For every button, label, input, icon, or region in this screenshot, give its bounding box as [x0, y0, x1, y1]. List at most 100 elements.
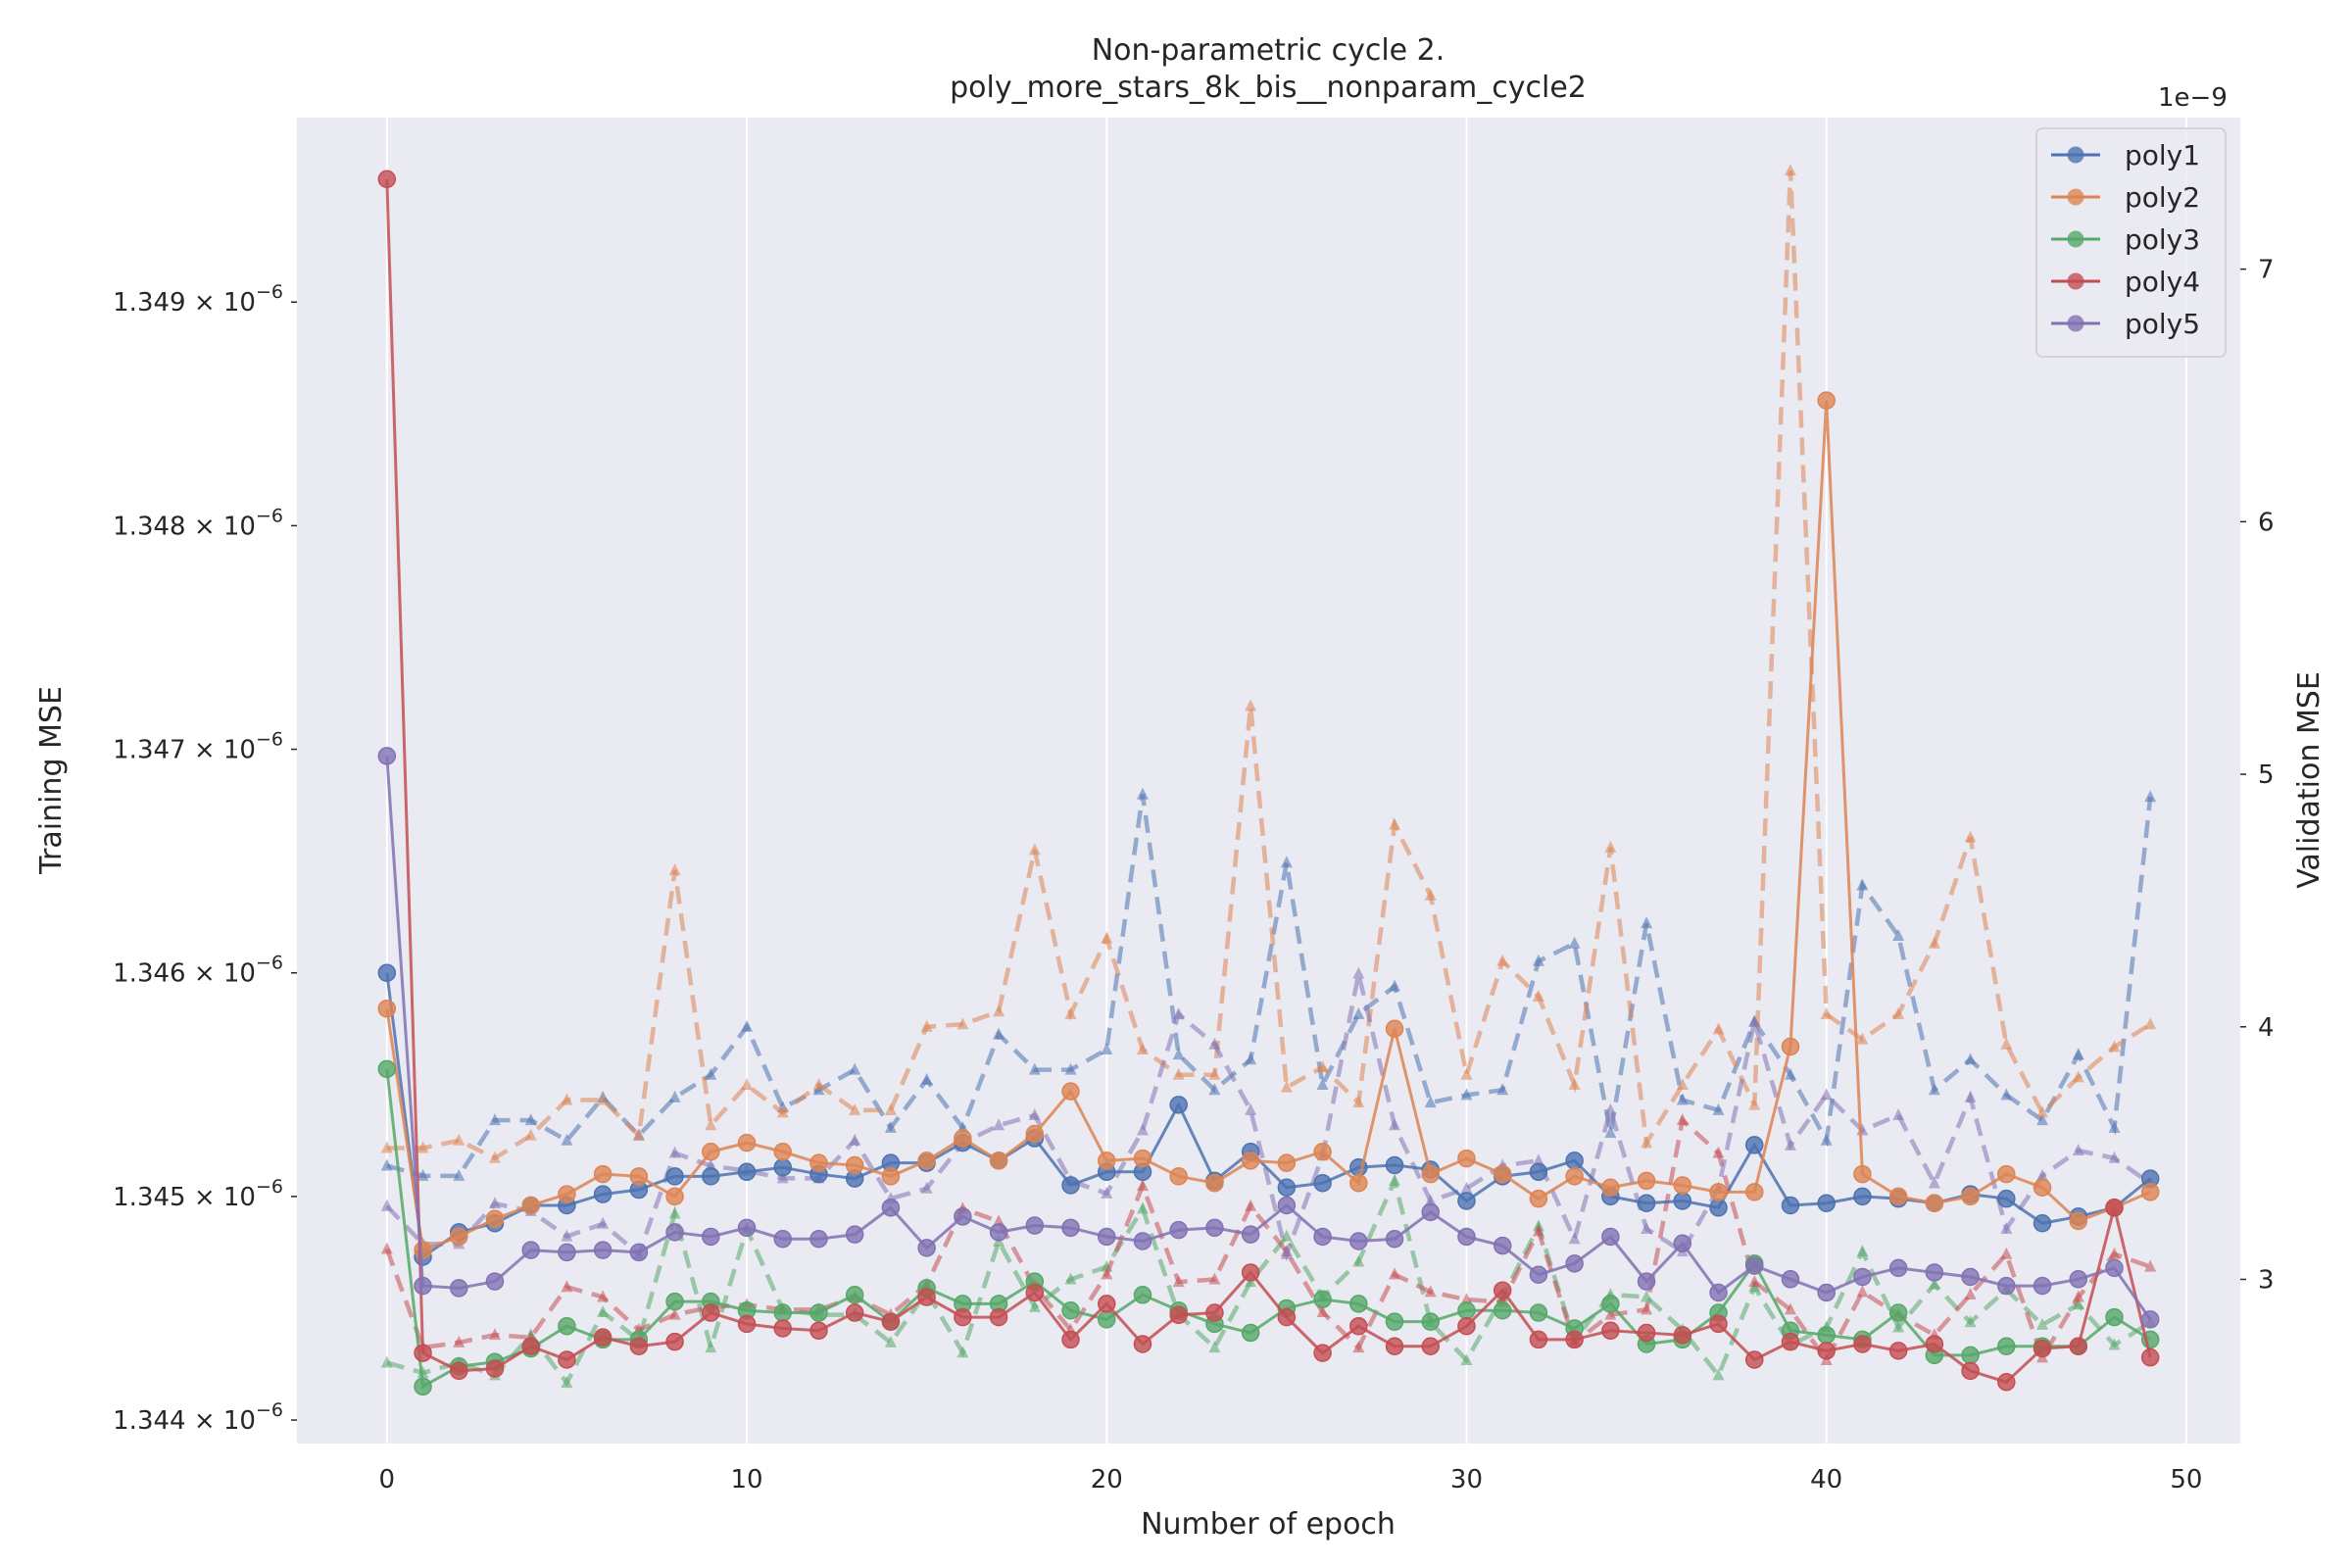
training-point-poly2	[2069, 1211, 2087, 1231]
validation-point-poly5	[1892, 1107, 1905, 1120]
training-point-poly1	[1997, 1189, 2016, 1208]
training-point-poly4	[2069, 1337, 2087, 1355]
validation-point-poly4	[453, 1335, 466, 1348]
validation-point-poly2	[1136, 1042, 1149, 1054]
training-point-poly2	[1709, 1183, 1728, 1201]
training-point-poly5	[989, 1223, 1008, 1242]
training-point-poly5	[954, 1207, 972, 1226]
training-point-poly5	[1997, 1276, 2016, 1296]
validation-point-poly2	[1316, 1060, 1329, 1073]
validation-point-poly1	[524, 1113, 537, 1126]
validation-point-poly3	[1280, 1229, 1293, 1242]
training-point-poly4	[1781, 1332, 1800, 1351]
validation-point-poly5	[1028, 1107, 1041, 1120]
validation-point-poly1	[1964, 1053, 1977, 1065]
validation-point-poly1	[1856, 878, 1869, 891]
validation-point-poly5	[488, 1197, 501, 1209]
validation-point-poly1	[1245, 1053, 1257, 1065]
training-point-poly5	[558, 1243, 576, 1262]
training-point-poly1	[1169, 1096, 1188, 1114]
x-tick-label: 10	[730, 1465, 762, 1494]
training-point-poly4	[773, 1319, 792, 1338]
training-point-poly4	[1421, 1337, 1440, 1355]
validation-point-poly5	[1136, 1123, 1149, 1136]
validation-point-poly2	[2000, 1037, 2013, 1050]
validation-point-poly1	[1280, 856, 1293, 868]
validation-point-poly5	[1784, 1138, 1796, 1151]
training-point-poly1	[1565, 1152, 1584, 1170]
validation-point-poly3	[1352, 1254, 1365, 1267]
training-point-poly1	[1781, 1196, 1800, 1215]
training-point-poly2	[1817, 391, 1836, 410]
training-point-poly5	[665, 1223, 684, 1242]
validation-point-poly2	[2108, 1040, 2121, 1053]
validation-point-poly4	[597, 1290, 610, 1302]
validation-point-poly2	[597, 1093, 610, 1105]
training-point-poly1	[1385, 1155, 1404, 1175]
validation-point-poly3	[597, 1304, 610, 1317]
training-point-poly2	[1673, 1176, 1692, 1195]
training-point-poly4	[845, 1303, 864, 1322]
training-point-poly2	[1601, 1178, 1620, 1198]
training-point-poly4	[1673, 1326, 1692, 1345]
training-point-poly2	[1133, 1149, 1152, 1168]
training-point-poly3	[1493, 1300, 1512, 1320]
training-point-poly5	[2033, 1276, 2052, 1296]
training-point-poly5	[881, 1199, 901, 1217]
training-point-poly2	[845, 1155, 864, 1175]
training-point-poly5	[917, 1239, 936, 1257]
training-point-poly2	[485, 1209, 505, 1228]
training-point-poly5	[1637, 1272, 1656, 1291]
training-point-poly4	[1349, 1316, 1368, 1336]
validation-point-poly1	[1820, 1133, 1833, 1146]
training-point-poly3	[414, 1377, 432, 1396]
validation-point-poly3	[1064, 1272, 1077, 1285]
training-point-poly2	[1025, 1124, 1045, 1144]
training-point-poly2	[665, 1187, 684, 1206]
validation-point-poly3	[1964, 1315, 1977, 1328]
validation-point-poly4	[1136, 1179, 1149, 1192]
training-point-poly2	[989, 1152, 1008, 1170]
validation-point-poly2	[561, 1093, 573, 1105]
training-point-poly2	[1565, 1167, 1584, 1186]
validation-point-poly1	[416, 1168, 429, 1181]
legend-label-poly2: poly2	[2125, 181, 2200, 214]
training-point-poly5	[1493, 1236, 1512, 1255]
training-point-poly2	[1205, 1173, 1224, 1193]
validation-point-poly1	[1460, 1088, 1473, 1101]
validation-point-poly1	[1136, 787, 1149, 800]
training-point-poly5	[629, 1243, 649, 1262]
validation-point-poly2	[632, 1128, 645, 1141]
validation-point-poly3	[1028, 1299, 1041, 1312]
x-tick-label: 50	[2170, 1465, 2202, 1494]
validation-point-poly4	[1424, 1285, 1437, 1298]
validation-point-poly5	[1532, 1153, 1544, 1166]
training-point-poly3	[1098, 1310, 1116, 1329]
training-point-poly5	[1061, 1218, 1080, 1238]
validation-point-poly5	[1568, 1232, 1581, 1245]
training-point-poly2	[1493, 1164, 1512, 1184]
training-point-poly5	[1385, 1229, 1404, 1249]
training-point-poly4	[2105, 1199, 2124, 1217]
training-point-poly5	[1241, 1225, 1260, 1244]
validation-point-poly1	[453, 1168, 466, 1181]
validation-point-poly1	[1064, 1062, 1077, 1075]
training-point-poly5	[1025, 1216, 1045, 1235]
validation-point-poly1	[2000, 1088, 2013, 1101]
training-point-poly4	[1241, 1263, 1260, 1282]
training-point-poly1	[2033, 1214, 2052, 1233]
x-tick-label: 0	[379, 1465, 396, 1494]
validation-point-poly3	[1389, 1173, 1401, 1186]
left-axis-ticks: 1.344 × 10−6 1.345 × 10−6 1.346 × 10−6 1.34…	[113, 281, 297, 1436]
training-point-poly2	[1529, 1189, 1548, 1208]
validation-point-poly2	[1748, 1098, 1761, 1110]
training-point-poly3	[1061, 1300, 1080, 1320]
validation-point-poly2	[1172, 1067, 1185, 1080]
validation-point-poly4	[1748, 1275, 1761, 1288]
training-point-poly2	[2033, 1178, 2052, 1198]
validation-point-poly2	[380, 1141, 393, 1153]
validation-point-poly2	[1460, 1067, 1473, 1080]
validation-point-poly4	[380, 1242, 393, 1254]
validation-line-poly1	[386, 794, 2153, 1179]
validation-point-poly2	[705, 1118, 717, 1131]
